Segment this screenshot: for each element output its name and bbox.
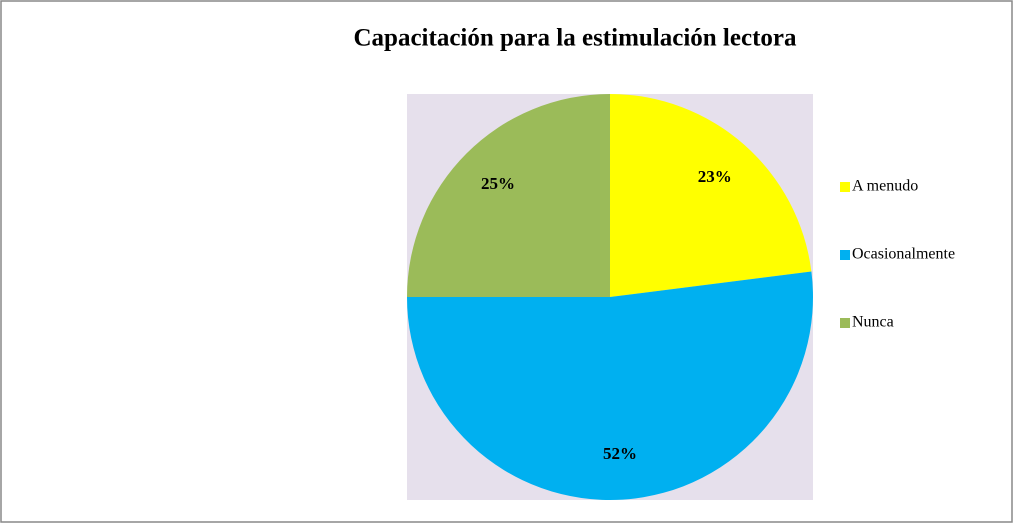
legend-label: Ocasionalmente	[852, 246, 955, 263]
data-label: 52%	[603, 444, 637, 463]
legend-swatch	[840, 250, 850, 260]
data-label: 25%	[481, 174, 515, 193]
pie-slice	[406, 271, 813, 500]
legend-swatch	[840, 318, 850, 328]
legend-label: A menudo	[852, 178, 918, 195]
legend-label: Nunca	[852, 314, 894, 331]
data-label: 23%	[698, 167, 732, 186]
chart-title: Capacitación para la estimulación lector…	[354, 25, 797, 52]
pie-slice	[610, 94, 812, 297]
pie-slice	[407, 94, 610, 297]
legend-swatch	[840, 182, 850, 192]
